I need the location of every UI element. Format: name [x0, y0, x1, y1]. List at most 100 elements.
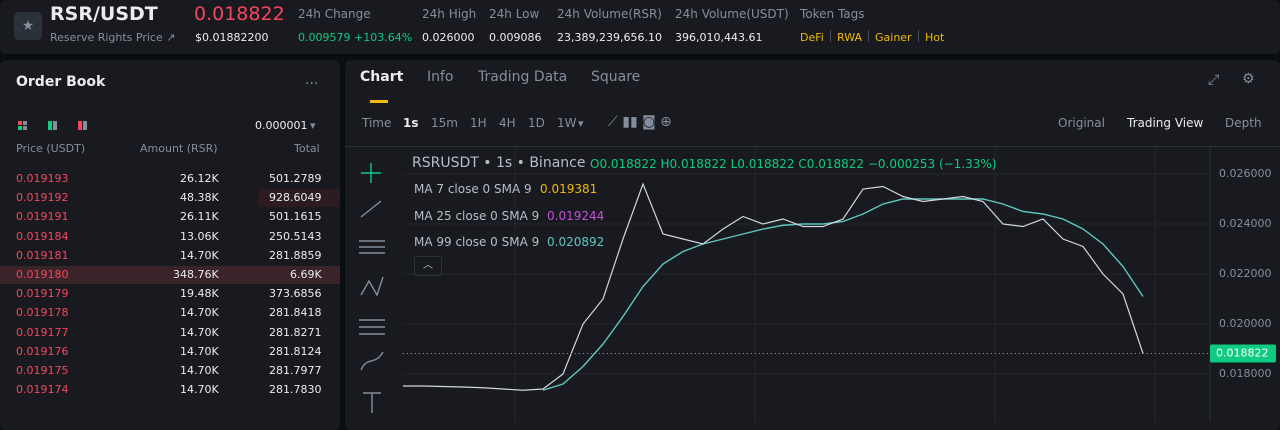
fullscreen-button[interactable]: ⤢ [1208, 72, 1220, 88]
interval[interactable]: 1H [470, 116, 487, 130]
ask-price[interactable]: 0.019192 [16, 191, 69, 205]
tag-separator [918, 30, 919, 42]
ask-price[interactable]: 0.019174 [16, 383, 69, 397]
ask-amount: 348.76K [173, 268, 219, 281]
active-tab-indicator [370, 100, 388, 103]
symbol: RSR/USDT [50, 3, 158, 25]
tab[interactable]: Info [427, 69, 454, 85]
price-line [403, 182, 1144, 391]
ask-price[interactable]: 0.019175 [16, 364, 69, 377]
y-tick-label: 0.024000 [1219, 217, 1272, 230]
tag-separator [868, 30, 869, 42]
order-book-title: Order Book [16, 74, 106, 90]
favorite-button[interactable]: ★ [14, 12, 42, 40]
interval-dropdown[interactable]: ▾ [578, 117, 584, 130]
ask-amount: 14.70K [180, 248, 219, 262]
book-mode-icons[interactable] [16, 119, 96, 133]
highlight-row [0, 266, 340, 284]
ohlc: O0.018822 H0.018822 L0.018822 C0.018822 … [590, 157, 997, 171]
chart-title: RSRUSDT • 1s • Binance [412, 155, 586, 171]
ask-amount: 26.12K [180, 172, 219, 185]
top-bar [0, 0, 1280, 54]
indicator-value: 0.019381 [540, 182, 598, 196]
chart-tools[interactable]: ⟋ ▮▮ ◙ ⊕ [608, 114, 672, 130]
view-option[interactable]: Depth [1225, 116, 1262, 130]
tab[interactable]: Square [591, 69, 641, 85]
tick-size[interactable]: 0.000001 [255, 119, 308, 132]
stat-value: 396,010,443.61 [675, 31, 763, 44]
tag-separator [830, 30, 831, 42]
stat-value: 0.009579 +103.64% [298, 31, 413, 44]
stat-label: 24h Volume(RSR) [557, 7, 662, 21]
ask-total: 373.6856 [269, 287, 322, 301]
ask-amount: 13.06K [180, 229, 219, 243]
ask-total: 281.7977 [269, 364, 322, 377]
column-header: Price (USDT) [16, 142, 86, 155]
ask-price[interactable]: 0.019176 [16, 344, 69, 358]
drawing-toolbar[interactable] [355, 155, 389, 420]
ask-price[interactable]: 0.019180 [16, 268, 69, 281]
ask-price[interactable]: 0.019177 [16, 325, 69, 339]
settings-button[interactable]: ⚙ [1242, 71, 1255, 87]
divider [345, 146, 1280, 147]
ask-total: 281.8859 [269, 248, 322, 262]
ask-price[interactable]: 0.019191 [16, 210, 69, 224]
interval[interactable]: 4H [499, 116, 516, 130]
subtitle[interactable]: Reserve Rights Price ↗ [50, 31, 176, 44]
column-header: Total [294, 142, 320, 155]
indicator-label: MA 7 close 0 SMA 9 [414, 182, 532, 196]
depth-bar [258, 189, 340, 208]
stat-label: 24h Low [489, 7, 540, 21]
indicator-value: 0.019244 [547, 208, 605, 223]
ask-amount: 26.11K [180, 210, 219, 224]
more-button[interactable]: ... [305, 72, 319, 88]
y-tick-label: 0.026000 [1219, 167, 1272, 180]
ask-total: 281.8418 [269, 306, 322, 320]
stat-value: 23,389,239,656.10 [557, 31, 662, 44]
token-tag[interactable]: RWA [837, 31, 862, 44]
ask-amount: 48.38K [180, 191, 219, 205]
ask-total: 250.5143 [269, 229, 322, 243]
ask-total: 6.69K [290, 268, 322, 281]
tab[interactable]: Trading Data [478, 69, 568, 85]
interval[interactable]: 1s [403, 116, 419, 130]
stat-value: 0.009086 [489, 31, 542, 44]
indicator-label: MA 25 close 0 SMA 9 [414, 208, 540, 223]
indicator-label: MA 99 close 0 SMA 9 [414, 235, 540, 249]
last-price-box [1210, 344, 1276, 363]
price-usd: $0.01882200 [195, 31, 269, 44]
token-tag[interactable]: Gainer [875, 31, 912, 44]
ask-price[interactable]: 0.019184 [16, 229, 69, 243]
chart-panel [345, 60, 1280, 430]
y-tick-label: 0.022000 [1219, 267, 1272, 280]
ask-price[interactable]: 0.019178 [16, 306, 69, 320]
ask-price[interactable]: 0.019193 [16, 172, 69, 185]
token-tag[interactable]: DeFi [800, 31, 824, 44]
ask-amount: 14.70K [180, 383, 219, 397]
ma-line [542, 198, 1144, 391]
ask-price[interactable]: 0.019181 [16, 248, 69, 262]
ask-amount: 14.70K [180, 344, 219, 358]
collapse-button[interactable]: ︿ [414, 256, 442, 276]
stat-value: 0.026000 [422, 31, 475, 44]
view-option[interactable]: Original [1058, 116, 1105, 130]
last-price-label: 0.018822 [1216, 346, 1269, 359]
interval[interactable]: 1W [557, 116, 577, 130]
ask-price[interactable]: 0.019179 [16, 287, 69, 301]
dropdown-arrow[interactable]: ▾ [310, 119, 316, 132]
tags-label: Token Tags [800, 7, 865, 21]
stat-label: 24h Change [298, 7, 371, 21]
interval[interactable]: 15m [431, 116, 458, 130]
y-tick-label: 0.020000 [1219, 317, 1272, 330]
ask-total: 928.6049 [269, 191, 322, 205]
price: 0.018822 [194, 3, 285, 25]
tab[interactable]: Chart [360, 69, 404, 85]
ask-amount: 14.70K [180, 306, 219, 320]
token-tag[interactable]: Hot [925, 31, 945, 44]
interval[interactable]: 1D [528, 116, 545, 130]
view-option[interactable]: Trading View [1127, 116, 1204, 130]
ask-total: 281.8271 [269, 325, 322, 339]
indicator-value: 0.020892 [547, 235, 605, 249]
